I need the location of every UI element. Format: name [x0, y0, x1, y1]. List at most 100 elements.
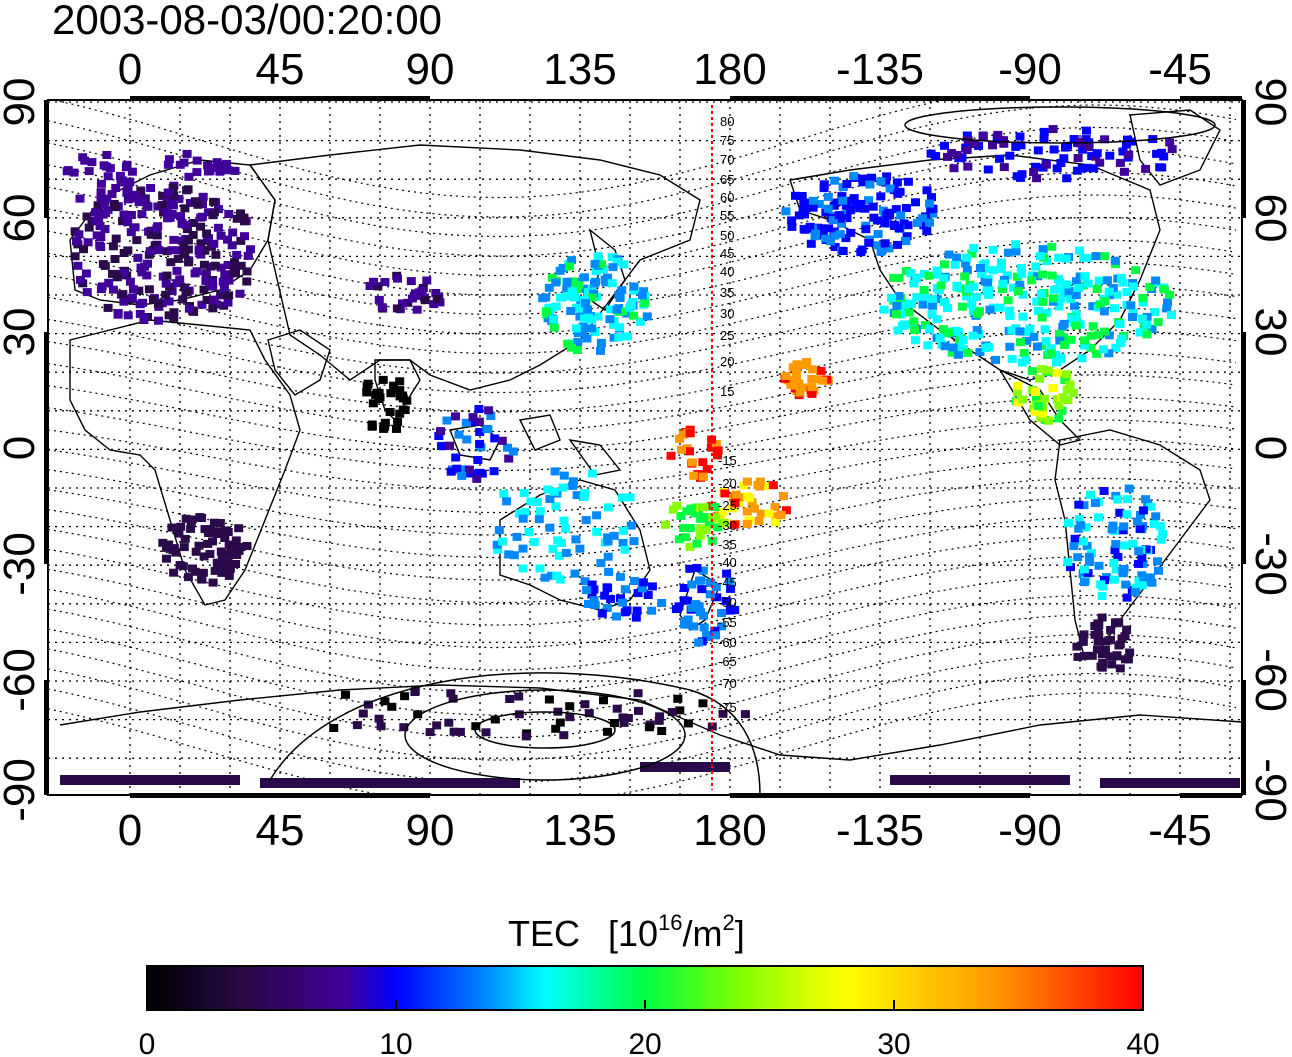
tec-cell [909, 317, 919, 326]
tec-cell [925, 199, 934, 208]
tec-cell [1097, 592, 1107, 600]
tec-cell [1069, 542, 1079, 551]
tec-cell [562, 277, 572, 286]
tec-cell [972, 326, 982, 335]
tec-cell [97, 282, 107, 291]
tec-cell [790, 381, 800, 390]
tec-cell [232, 214, 242, 223]
tec-cell [993, 130, 1003, 139]
tec-cell [74, 230, 84, 239]
tec-cell [1022, 336, 1032, 345]
tec-cell [615, 294, 625, 302]
tec-cell [1090, 630, 1100, 639]
tec-cell [122, 188, 132, 197]
tec-cell [434, 432, 444, 440]
tec-cell [486, 412, 496, 420]
tec-cell [846, 228, 856, 237]
tec-cell [713, 451, 722, 460]
tec-cell [618, 493, 628, 502]
tec-cell [893, 240, 902, 249]
tec-cell [1126, 301, 1136, 310]
tec-cell [1078, 570, 1088, 579]
tec-cell [623, 714, 633, 722]
tec-cell [1018, 395, 1028, 404]
tec-cell [230, 166, 240, 175]
tec-cell [1037, 365, 1047, 374]
tec-cell [341, 690, 350, 699]
tec-cell [497, 436, 507, 445]
tec-cell [841, 234, 851, 243]
tec-cell [385, 408, 395, 416]
tec-cell [127, 167, 137, 176]
tec-cell [794, 211, 804, 220]
tec-cell [587, 293, 597, 302]
tec-cell [589, 279, 599, 288]
tec-cell [182, 225, 192, 234]
tec-cell [606, 305, 616, 314]
tec-cell [1136, 510, 1145, 519]
tec-cell [1061, 254, 1071, 263]
tec-cell [554, 551, 564, 560]
tec-cell [818, 230, 828, 239]
tec-cell [689, 471, 699, 480]
tec-cell [579, 273, 589, 282]
tec-cell [210, 261, 220, 270]
tec-cell [1048, 384, 1058, 393]
tec-cell [202, 229, 212, 238]
tec-cell [122, 160, 132, 169]
tec-cell [208, 537, 217, 546]
tec-cell [1093, 619, 1103, 628]
tec-cell [218, 277, 228, 286]
tec-cell [837, 219, 846, 228]
tec-cell [1018, 312, 1028, 321]
tec-cell [776, 511, 786, 519]
tec-cell [635, 317, 645, 326]
tec-cell [169, 313, 179, 322]
colorbar-unit-close: ] [735, 913, 745, 954]
tec-cell [1066, 335, 1076, 344]
lat-tick-left-1: 60 [0, 194, 44, 243]
tec-cell [638, 578, 648, 587]
tec-cell [393, 274, 402, 283]
tec-cell [123, 184, 133, 193]
tec-cell [452, 464, 462, 473]
tec-cell [368, 399, 378, 408]
tec-cell [1037, 313, 1047, 322]
tec-cell [692, 564, 702, 572]
tec-cell [911, 198, 920, 207]
tec-cell [689, 622, 699, 631]
tec-cell [977, 270, 987, 278]
tec-cell [183, 573, 193, 582]
tec-cell [374, 295, 384, 304]
tec-cell [567, 287, 577, 296]
tec-cell [183, 236, 193, 245]
tec-cell [162, 206, 171, 215]
tec-cell [222, 159, 232, 168]
tec-cell [209, 299, 218, 308]
tec-cell [149, 295, 158, 304]
tec-cell [861, 225, 871, 234]
tec-cell [146, 230, 156, 239]
colorbar-title: TEC [1016/m2] [508, 910, 745, 954]
contour-label: -40 [718, 555, 737, 570]
tec-cell [201, 270, 211, 279]
tec-cell [674, 602, 684, 611]
tec-cell [596, 346, 605, 355]
tec-cell [957, 302, 967, 311]
tec-cell [927, 294, 937, 303]
tec-cell [1146, 502, 1156, 511]
tec-cell [967, 300, 977, 309]
tec-cell [1118, 147, 1128, 156]
tec-cell [631, 613, 641, 622]
tec-cell [70, 252, 80, 261]
tec-cell [558, 263, 568, 272]
tec-cell [358, 709, 368, 718]
tec-cell [118, 217, 127, 226]
tec-cell [902, 232, 912, 241]
tec-cell [1110, 546, 1120, 555]
tec-cell [454, 430, 464, 439]
tec-cell [572, 346, 582, 354]
tec-cell [236, 261, 246, 270]
tec-cell [1039, 127, 1049, 136]
tec-cell [781, 506, 791, 515]
